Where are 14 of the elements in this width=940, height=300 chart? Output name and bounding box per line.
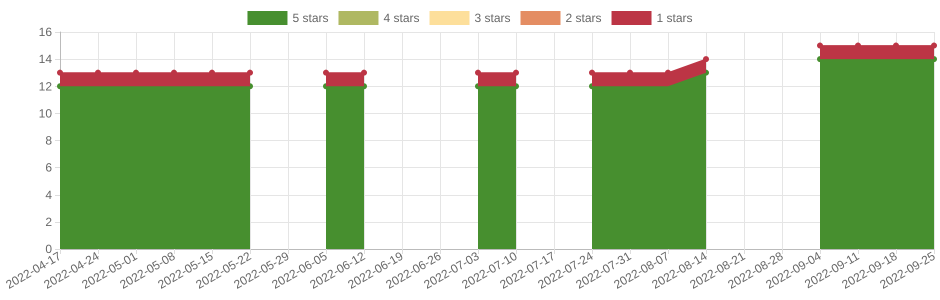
y-tick-label: 16 — [38, 25, 52, 39]
y-tick-label: 6 — [45, 160, 52, 175]
y-tick-label: 2 — [45, 214, 52, 229]
y-tick-label: 12 — [38, 79, 52, 94]
legend-label: 3 stars — [474, 11, 511, 25]
legend-label: 4 stars — [383, 11, 420, 25]
legend-label: 1 stars — [656, 11, 693, 25]
y-tick-label: 4 — [45, 188, 52, 202]
y-tick-label: 10 — [38, 106, 52, 120]
y-tick-label: 8 — [45, 134, 52, 148]
legend-label: 5 stars — [292, 11, 328, 25]
legend-label: 2 stars — [566, 11, 602, 25]
y-tick-label: 0 — [45, 242, 52, 256]
y-tick-label: 14 — [38, 52, 52, 66]
